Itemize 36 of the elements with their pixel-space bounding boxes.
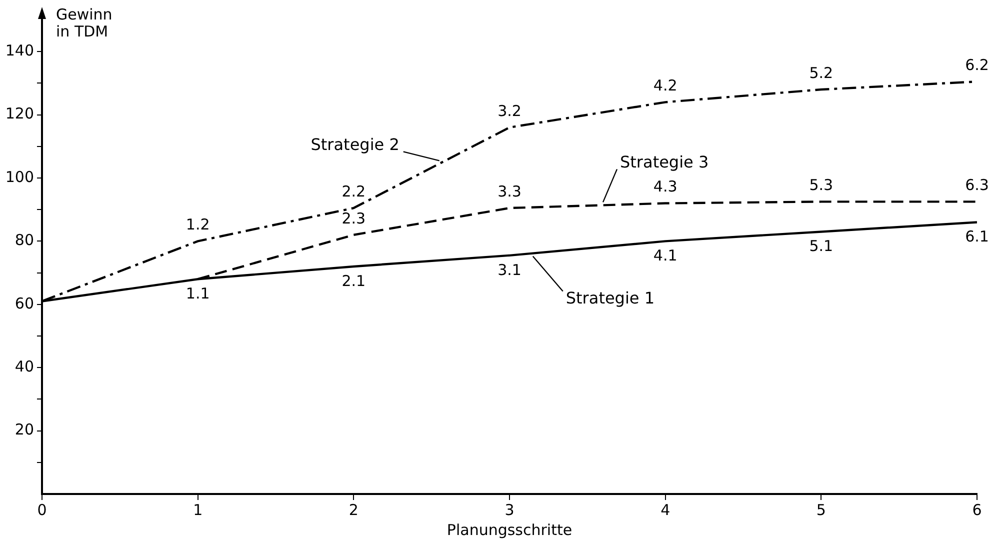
- annotation: 3.2: [498, 102, 522, 120]
- annotation: 5.2: [809, 64, 834, 82]
- annotation: 3.1: [498, 260, 522, 279]
- y-tick-label: 80: [14, 231, 34, 250]
- y-tick-label: 100: [5, 168, 34, 186]
- annotation: 4.1: [653, 246, 678, 265]
- annotation: 5.1: [809, 237, 834, 256]
- annotation: 5.3: [809, 176, 834, 194]
- annotation: 6.3: [965, 176, 989, 194]
- y-tick-label: 140: [5, 41, 34, 60]
- x-tick-label: 3: [504, 500, 514, 519]
- x-tick-label: 0: [37, 500, 47, 519]
- y-tick-label: 60: [14, 294, 34, 312]
- series-label: Strategie 3: [620, 152, 709, 172]
- annotation: 4.3: [653, 178, 678, 196]
- x-tick-label: 5: [816, 500, 826, 519]
- annotation: 6.2: [965, 56, 989, 74]
- annotation: 4.2: [653, 76, 678, 95]
- annotation: 2.1: [342, 272, 366, 290]
- series-label: Strategie 2: [310, 134, 400, 154]
- annotation: 2.2: [342, 182, 366, 200]
- annotation: 1.1: [186, 284, 210, 303]
- x-tick-label: 1: [193, 500, 203, 519]
- text: Strategie 1: [566, 288, 655, 308]
- y-axis-title: Gewinn in TDM: [56, 5, 112, 40]
- y-tick-label: 20: [14, 420, 34, 439]
- annotation: 1.2: [186, 216, 210, 234]
- x-tick-label: 4: [660, 500, 670, 519]
- y-tick-label: 120: [5, 104, 34, 123]
- x-tick-label: 6: [972, 500, 982, 519]
- x-tick-label: 2: [348, 500, 358, 519]
- annotation: 2.3: [342, 209, 366, 228]
- y-tick-label: 40: [14, 357, 34, 376]
- x-axis-title: Planungsschritte: [446, 520, 572, 539]
- annotation: 3.3: [498, 182, 522, 200]
- annotation: 6.1: [965, 228, 989, 246]
